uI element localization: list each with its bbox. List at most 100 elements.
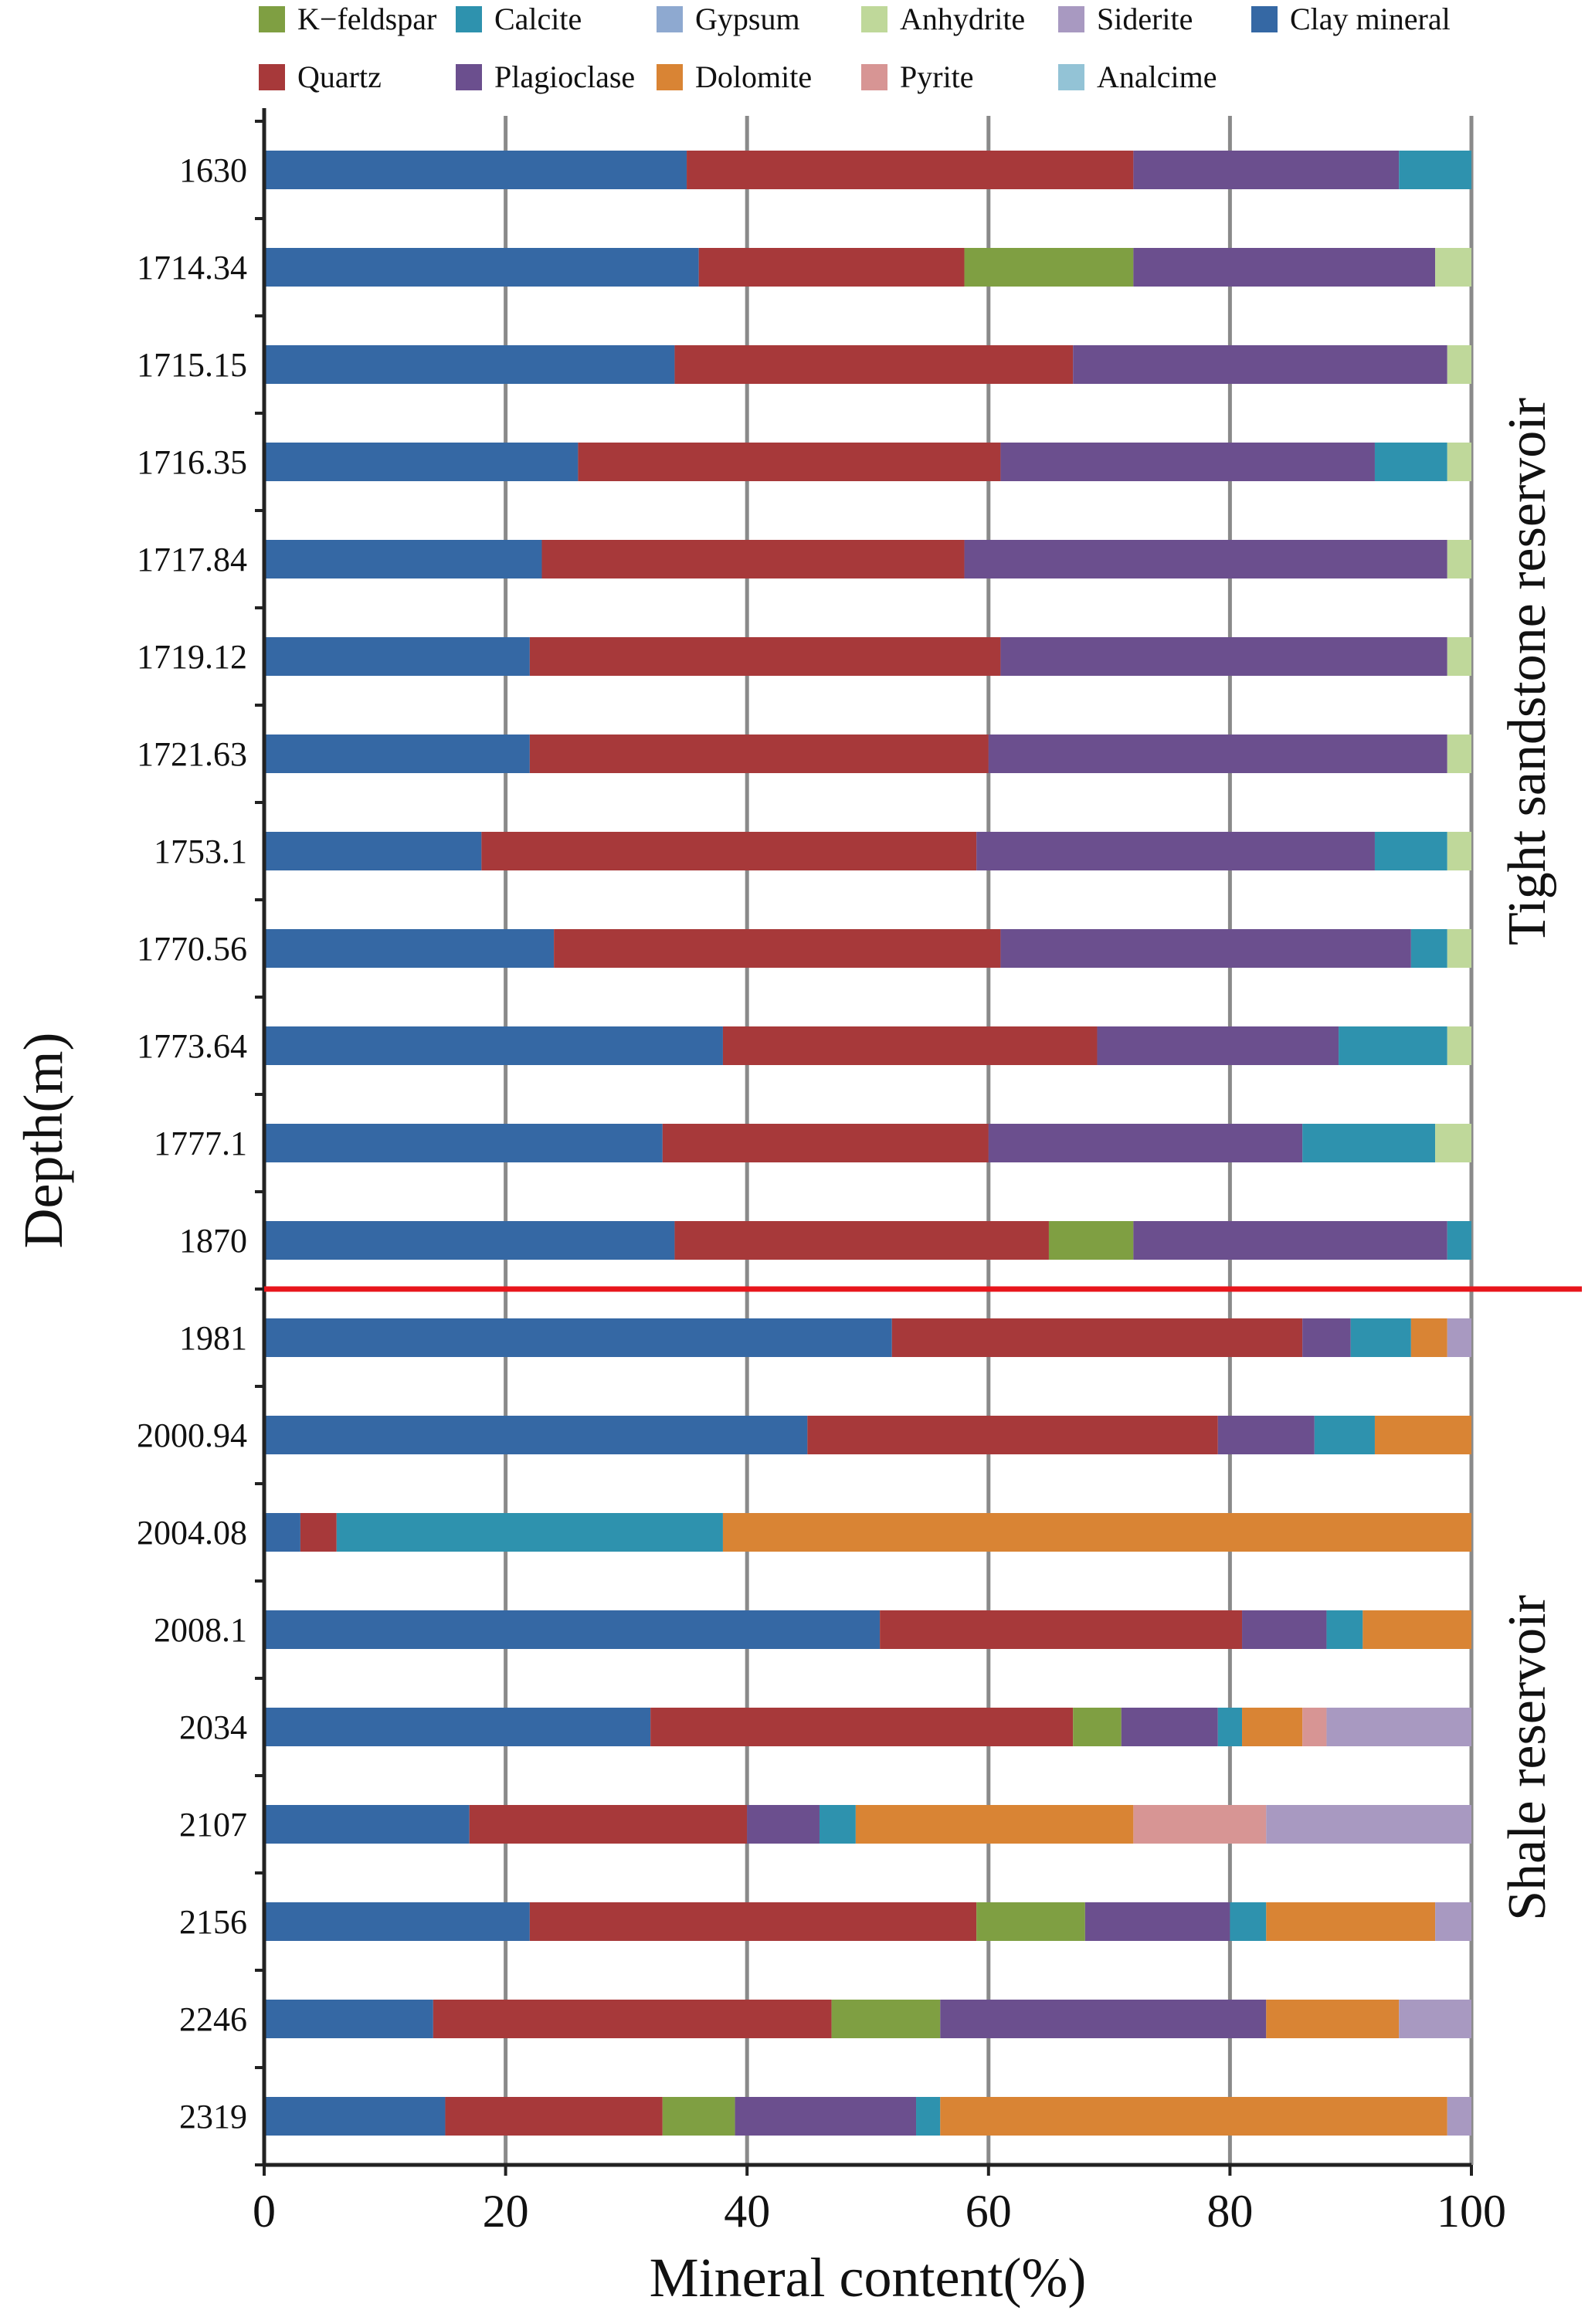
bar-2034-pyrite: [1302, 1708, 1327, 1746]
bar-2319-siderite: [1447, 2097, 1471, 2136]
bar-1777-1-quartz: [662, 1124, 989, 1162]
bar-2034-plagioclase: [1121, 1708, 1218, 1746]
bar-1714-34-k-feldspar: [964, 248, 1134, 287]
bar-1753-1-clay-mineral: [264, 832, 482, 870]
bar-2319-plagioclase: [735, 2097, 917, 2136]
bar-1870-k-feldspar: [1048, 1221, 1134, 1260]
bar-2246-k-feldspar: [831, 2000, 941, 2038]
y-tick-labels: 1630 1714.34 1715.15 1716.35 1717.84 1719.12 1…: [137, 151, 247, 2136]
bar-1716-35-quartz: [578, 443, 1001, 481]
bar-1630-calcite: [1399, 151, 1471, 189]
bar-1773-64-calcite: [1339, 1026, 1447, 1065]
legend-label-plagioclase: Plagioclase: [494, 59, 635, 94]
legend-swatch-analcime: [1058, 64, 1084, 90]
bar-2000-94-quartz: [807, 1416, 1218, 1454]
bar-2008-1-quartz: [880, 1610, 1243, 1649]
bar-1981-dolomite: [1410, 1318, 1447, 1357]
bar-2156-k-feldspar: [976, 1902, 1085, 1941]
bar-1714-34-anhydrite: [1435, 248, 1471, 287]
bar-1630-clay-mineral: [264, 151, 687, 189]
bar-1981-calcite: [1350, 1318, 1411, 1357]
legend-swatch-siderite: [1058, 6, 1084, 32]
bar-1777-1-clay-mineral: [264, 1124, 663, 1162]
bar-2107-quartz: [469, 1805, 748, 1844]
legend-label-pyrite: Pyrite: [900, 59, 974, 94]
y-axis-title: Depth(m): [12, 1033, 74, 1249]
legend-swatch-anhydrite: [861, 6, 887, 32]
bar-1773-64-clay-mineral: [264, 1026, 723, 1065]
bar-1717-84-anhydrite: [1447, 540, 1471, 578]
tight-sandstone-annotation: Tight sandstone reservoir: [1498, 398, 1557, 945]
bar-2319-clay-mineral: [264, 2097, 446, 2136]
bar-1717-84-quartz: [541, 540, 965, 578]
bar-1777-1-calcite: [1302, 1124, 1436, 1162]
bar-1773-64-quartz: [722, 1026, 1098, 1065]
bar-1770-56-calcite: [1410, 929, 1447, 968]
y-tick-label-1981: 1981: [179, 1319, 247, 1357]
bar-1870-plagioclase: [1133, 1221, 1447, 1260]
x-tick-label-60: 60: [965, 2186, 1012, 2237]
bar-2246-quartz: [433, 2000, 832, 2038]
legend-label-siderite: Siderite: [1097, 2, 1193, 36]
legend-swatch-pyrite: [861, 64, 887, 90]
bar-2000-94-calcite: [1314, 1416, 1375, 1454]
bar-2034-k-feldspar: [1073, 1708, 1122, 1746]
bar-1870-quartz: [674, 1221, 1049, 1260]
y-tick-label-1714-34: 1714.34: [137, 249, 247, 287]
x-tick-label-20: 20: [483, 2186, 529, 2237]
y-tick-label-2000-94: 2000.94: [137, 1416, 247, 1454]
bar-2156-dolomite: [1266, 1902, 1436, 1941]
bar-2034-siderite: [1326, 1708, 1471, 1746]
bar-1715-15-plagioclase: [1073, 345, 1447, 384]
bar-1716-35-anhydrite: [1447, 443, 1471, 481]
bar-2008-1-plagioclase: [1242, 1610, 1327, 1649]
bar-2034-dolomite: [1242, 1708, 1303, 1746]
bar-1753-1-quartz: [481, 832, 977, 870]
bar-2004-08-clay-mineral: [264, 1513, 300, 1552]
bar-1753-1-plagioclase: [976, 832, 1375, 870]
y-tick-label-1777-1: 1777.1: [154, 1125, 247, 1162]
bar-2008-1-calcite: [1326, 1610, 1363, 1649]
bar-1715-15-quartz: [674, 345, 1074, 384]
bar-1773-64-plagioclase: [1097, 1026, 1339, 1065]
bar-1716-35-calcite: [1374, 443, 1447, 481]
bar-2107-clay-mineral: [264, 1805, 470, 1844]
bar-1719-12-anhydrite: [1447, 637, 1471, 676]
legend-swatch-clay-mineral: [1251, 6, 1278, 32]
bar-2107-plagioclase: [747, 1805, 820, 1844]
bar-2004-08-calcite: [336, 1513, 723, 1552]
bar-1719-12-clay-mineral: [264, 637, 530, 676]
y-tick-label-2004-08: 2004.08: [137, 1514, 247, 1552]
bar-2034-quartz: [650, 1708, 1074, 1746]
legend: K−feldspar Calcite Gypsum Anhydrite Siderite…: [259, 2, 1451, 94]
bar-1777-1-anhydrite: [1435, 1124, 1471, 1162]
bar-2156-plagioclase: [1084, 1902, 1230, 1941]
legend-label-clay-mineral: Clay mineral: [1290, 2, 1451, 36]
bar-1719-12-plagioclase: [1000, 637, 1447, 676]
bar-1719-12-quartz: [529, 637, 1001, 676]
bar-1721-63-clay-mineral: [264, 735, 530, 773]
bar-2156-clay-mineral: [264, 1902, 530, 1941]
y-tick-label-1773-64: 1773.64: [137, 1027, 247, 1065]
bar-2156-quartz: [529, 1902, 977, 1941]
legend-swatch-dolomite: [657, 64, 683, 90]
x-tick-label-40: 40: [724, 2186, 770, 2237]
bar-1981-quartz: [891, 1318, 1303, 1357]
x-tick-label-80: 80: [1206, 2186, 1253, 2237]
legend-swatch-gypsum: [657, 6, 683, 32]
bar-1715-15-clay-mineral: [264, 345, 675, 384]
y-tick-label-1716-35: 1716.35: [137, 443, 247, 481]
legend-label-k-feldspar: K−feldspar: [297, 2, 436, 36]
bar-1717-84-clay-mineral: [264, 540, 542, 578]
bar-1753-1-anhydrite: [1447, 832, 1471, 870]
bar-1716-35-clay-mineral: [264, 443, 579, 481]
bar-2107-pyrite: [1133, 1805, 1267, 1844]
y-tick-label-1721-63: 1721.63: [137, 735, 247, 773]
bars: [264, 151, 1471, 2136]
bar-1717-84-plagioclase: [964, 540, 1447, 578]
bar-2107-calcite: [819, 1805, 856, 1844]
bar-1981-plagioclase: [1302, 1318, 1351, 1357]
bar-2319-dolomite: [940, 2097, 1447, 2136]
bar-2034-clay-mineral: [264, 1708, 651, 1746]
bar-1773-64-anhydrite: [1447, 1026, 1471, 1065]
